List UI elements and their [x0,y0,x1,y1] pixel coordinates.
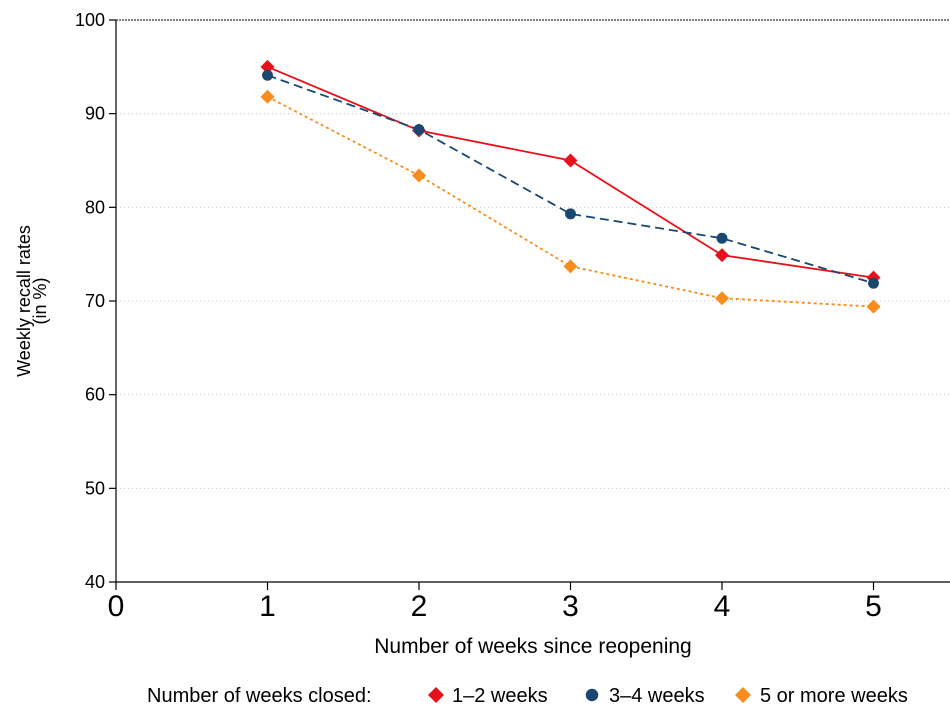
y-tick-label: 70 [85,291,105,311]
series-line [267,96,874,308]
data-point [565,208,576,220]
legend-label: 1–2 weeks [452,685,548,707]
x-axis-label: Number of weeks since reopening [374,635,692,658]
legend: Number of weeks closed: 1–2 weeks 3–4 week… [147,685,908,707]
data-point [716,232,728,244]
y-tick-label: 100 [75,10,105,30]
series-line [267,74,874,285]
data-series [260,59,881,314]
x-tick-label: 0 [108,590,125,623]
grid-lines [116,19,950,489]
x-tick-label: 5 [865,590,882,623]
y-tick-labels: 40 50 60 70 80 90 100 [75,10,116,592]
x-tick-label: 2 [411,590,428,623]
data-point [428,687,444,703]
x-tick-labels: 0 1 2 3 4 5 [108,582,882,623]
x-tick-label: 3 [562,590,579,623]
data-point [585,688,599,702]
data-point [715,248,729,263]
y-tick-label: 90 [85,104,105,124]
y-axis-label-group: Weekly recall rates (in %) [14,225,50,377]
legend-title: Number of weeks closed: [147,685,372,707]
y-axis-label-unit: (in %) [30,277,50,324]
data-point [412,168,426,183]
y-tick-label: 80 [85,197,105,217]
data-point [413,124,425,136]
data-point [262,69,273,81]
series-line [267,66,874,279]
data-point [868,277,879,289]
data-point [260,89,275,104]
series-5-or-more-weeks [260,89,881,314]
y-tick-label: 40 [85,572,105,592]
legend-label: 3–4 weeks [609,685,705,707]
series-1-2-weeks [260,59,881,285]
data-point [260,59,275,74]
x-tick-label: 1 [259,590,276,623]
y-axis-label: Weekly recall rates [14,225,34,377]
series-3-4-weeks [262,69,879,289]
data-point [715,291,729,306]
data-point [735,687,751,703]
legend-label: 5 or more weeks [760,685,908,707]
data-point [563,153,578,168]
data-point [866,299,881,314]
y-tick-label: 50 [85,478,105,498]
x-tick-label: 4 [714,590,731,623]
data-point [563,259,578,274]
y-tick-label: 60 [85,385,105,405]
